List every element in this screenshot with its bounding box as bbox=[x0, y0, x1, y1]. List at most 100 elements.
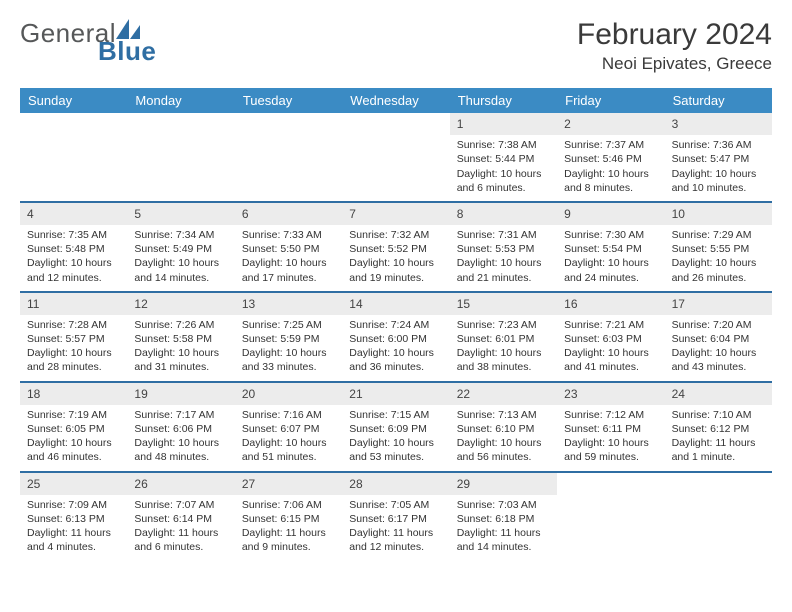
day-body: Sunrise: 7:25 AMSunset: 5:59 PMDaylight:… bbox=[235, 315, 342, 381]
sunrise-text: Sunrise: 7:12 AM bbox=[564, 408, 657, 422]
sunrise-text: Sunrise: 7:03 AM bbox=[457, 498, 550, 512]
day-body: Sunrise: 7:13 AMSunset: 6:10 PMDaylight:… bbox=[450, 405, 557, 471]
sunrise-text: Sunrise: 7:15 AM bbox=[349, 408, 442, 422]
day-number: 12 bbox=[127, 293, 234, 315]
day-body: Sunrise: 7:10 AMSunset: 6:12 PMDaylight:… bbox=[665, 405, 772, 471]
calendar-cell: 21Sunrise: 7:15 AMSunset: 6:09 PMDayligh… bbox=[342, 383, 449, 471]
sunrise-text: Sunrise: 7:13 AM bbox=[457, 408, 550, 422]
day-body: Sunrise: 7:26 AMSunset: 5:58 PMDaylight:… bbox=[127, 315, 234, 381]
sunset-text: Sunset: 6:00 PM bbox=[349, 332, 442, 346]
daylight-text: Daylight: 10 hours and 33 minutes. bbox=[242, 346, 335, 374]
calendar-cell: 24Sunrise: 7:10 AMSunset: 6:12 PMDayligh… bbox=[665, 383, 772, 471]
daylight-text: Daylight: 10 hours and 12 minutes. bbox=[27, 256, 120, 284]
sunset-text: Sunset: 5:50 PM bbox=[242, 242, 335, 256]
day-number bbox=[342, 113, 449, 119]
calendar: Sunday Monday Tuesday Wednesday Thursday… bbox=[20, 88, 772, 560]
daylight-text: Daylight: 10 hours and 31 minutes. bbox=[134, 346, 227, 374]
calendar-cell bbox=[557, 473, 664, 561]
day-body: Sunrise: 7:28 AMSunset: 5:57 PMDaylight:… bbox=[20, 315, 127, 381]
sunset-text: Sunset: 5:47 PM bbox=[672, 152, 765, 166]
day-body: Sunrise: 7:20 AMSunset: 6:04 PMDaylight:… bbox=[665, 315, 772, 381]
page-title: February 2024 bbox=[577, 18, 772, 52]
calendar-cell: 3Sunrise: 7:36 AMSunset: 5:47 PMDaylight… bbox=[665, 113, 772, 201]
day-number: 14 bbox=[342, 293, 449, 315]
calendar-cell: 25Sunrise: 7:09 AMSunset: 6:13 PMDayligh… bbox=[20, 473, 127, 561]
day-number: 18 bbox=[20, 383, 127, 405]
sunset-text: Sunset: 5:52 PM bbox=[349, 242, 442, 256]
calendar-cell: 18Sunrise: 7:19 AMSunset: 6:05 PMDayligh… bbox=[20, 383, 127, 471]
day-body: Sunrise: 7:33 AMSunset: 5:50 PMDaylight:… bbox=[235, 225, 342, 291]
calendar-cell: 6Sunrise: 7:33 AMSunset: 5:50 PMDaylight… bbox=[235, 203, 342, 291]
sunset-text: Sunset: 5:54 PM bbox=[564, 242, 657, 256]
calendar-cell: 26Sunrise: 7:07 AMSunset: 6:14 PMDayligh… bbox=[127, 473, 234, 561]
calendar-cell: 28Sunrise: 7:05 AMSunset: 6:17 PMDayligh… bbox=[342, 473, 449, 561]
calendar-cell: 29Sunrise: 7:03 AMSunset: 6:18 PMDayligh… bbox=[450, 473, 557, 561]
day-body: Sunrise: 7:34 AMSunset: 5:49 PMDaylight:… bbox=[127, 225, 234, 291]
day-body: Sunrise: 7:38 AMSunset: 5:44 PMDaylight:… bbox=[450, 135, 557, 201]
day-number: 6 bbox=[235, 203, 342, 225]
sunrise-text: Sunrise: 7:20 AM bbox=[672, 318, 765, 332]
daylight-text: Daylight: 10 hours and 19 minutes. bbox=[349, 256, 442, 284]
daylight-text: Daylight: 10 hours and 8 minutes. bbox=[564, 167, 657, 195]
sunrise-text: Sunrise: 7:32 AM bbox=[349, 228, 442, 242]
sunset-text: Sunset: 5:59 PM bbox=[242, 332, 335, 346]
day-body: Sunrise: 7:06 AMSunset: 6:15 PMDaylight:… bbox=[235, 495, 342, 561]
daylight-text: Daylight: 10 hours and 24 minutes. bbox=[564, 256, 657, 284]
day-number: 13 bbox=[235, 293, 342, 315]
calendar-body: 1Sunrise: 7:38 AMSunset: 5:44 PMDaylight… bbox=[20, 113, 772, 560]
dow-fri: Friday bbox=[557, 88, 664, 113]
day-number: 5 bbox=[127, 203, 234, 225]
day-body: Sunrise: 7:23 AMSunset: 6:01 PMDaylight:… bbox=[450, 315, 557, 381]
sunrise-text: Sunrise: 7:16 AM bbox=[242, 408, 335, 422]
sunset-text: Sunset: 6:03 PM bbox=[564, 332, 657, 346]
daylight-text: Daylight: 10 hours and 10 minutes. bbox=[672, 167, 765, 195]
daylight-text: Daylight: 10 hours and 51 minutes. bbox=[242, 436, 335, 464]
daylight-text: Daylight: 11 hours and 1 minute. bbox=[672, 436, 765, 464]
calendar-cell: 5Sunrise: 7:34 AMSunset: 5:49 PMDaylight… bbox=[127, 203, 234, 291]
sunrise-text: Sunrise: 7:28 AM bbox=[27, 318, 120, 332]
daylight-text: Daylight: 10 hours and 38 minutes. bbox=[457, 346, 550, 374]
calendar-cell: 17Sunrise: 7:20 AMSunset: 6:04 PMDayligh… bbox=[665, 293, 772, 381]
calendar-week: 18Sunrise: 7:19 AMSunset: 6:05 PMDayligh… bbox=[20, 383, 772, 473]
daylight-text: Daylight: 10 hours and 26 minutes. bbox=[672, 256, 765, 284]
calendar-cell bbox=[235, 113, 342, 201]
day-number: 22 bbox=[450, 383, 557, 405]
dow-tue: Tuesday bbox=[235, 88, 342, 113]
daylight-text: Daylight: 10 hours and 36 minutes. bbox=[349, 346, 442, 374]
sunrise-text: Sunrise: 7:09 AM bbox=[27, 498, 120, 512]
day-number: 19 bbox=[127, 383, 234, 405]
day-body: Sunrise: 7:15 AMSunset: 6:09 PMDaylight:… bbox=[342, 405, 449, 471]
calendar-cell: 12Sunrise: 7:26 AMSunset: 5:58 PMDayligh… bbox=[127, 293, 234, 381]
day-number: 4 bbox=[20, 203, 127, 225]
sunset-text: Sunset: 6:04 PM bbox=[672, 332, 765, 346]
sunrise-text: Sunrise: 7:35 AM bbox=[27, 228, 120, 242]
day-body: Sunrise: 7:17 AMSunset: 6:06 PMDaylight:… bbox=[127, 405, 234, 471]
daylight-text: Daylight: 10 hours and 53 minutes. bbox=[349, 436, 442, 464]
sunrise-text: Sunrise: 7:36 AM bbox=[672, 138, 765, 152]
daylight-text: Daylight: 10 hours and 43 minutes. bbox=[672, 346, 765, 374]
daylight-text: Daylight: 11 hours and 9 minutes. bbox=[242, 526, 335, 554]
daylight-text: Daylight: 10 hours and 28 minutes. bbox=[27, 346, 120, 374]
day-body: Sunrise: 7:36 AMSunset: 5:47 PMDaylight:… bbox=[665, 135, 772, 201]
calendar-cell: 22Sunrise: 7:13 AMSunset: 6:10 PMDayligh… bbox=[450, 383, 557, 471]
day-body: Sunrise: 7:30 AMSunset: 5:54 PMDaylight:… bbox=[557, 225, 664, 291]
calendar-cell: 13Sunrise: 7:25 AMSunset: 5:59 PMDayligh… bbox=[235, 293, 342, 381]
daylight-text: Daylight: 11 hours and 6 minutes. bbox=[134, 526, 227, 554]
dow-sat: Saturday bbox=[665, 88, 772, 113]
calendar-cell bbox=[127, 113, 234, 201]
sunset-text: Sunset: 5:58 PM bbox=[134, 332, 227, 346]
sunset-text: Sunset: 5:53 PM bbox=[457, 242, 550, 256]
sunrise-text: Sunrise: 7:24 AM bbox=[349, 318, 442, 332]
sunset-text: Sunset: 6:09 PM bbox=[349, 422, 442, 436]
day-body: Sunrise: 7:37 AMSunset: 5:46 PMDaylight:… bbox=[557, 135, 664, 201]
calendar-cell: 10Sunrise: 7:29 AMSunset: 5:55 PMDayligh… bbox=[665, 203, 772, 291]
sunset-text: Sunset: 6:14 PM bbox=[134, 512, 227, 526]
day-number: 7 bbox=[342, 203, 449, 225]
sunset-text: Sunset: 6:15 PM bbox=[242, 512, 335, 526]
calendar-cell bbox=[342, 113, 449, 201]
day-number: 24 bbox=[665, 383, 772, 405]
day-body: Sunrise: 7:03 AMSunset: 6:18 PMDaylight:… bbox=[450, 495, 557, 561]
day-number: 8 bbox=[450, 203, 557, 225]
calendar-week: 1Sunrise: 7:38 AMSunset: 5:44 PMDaylight… bbox=[20, 113, 772, 203]
calendar-cell: 7 Sunrise: 7:32 AMSunset: 5:52 PMDaylight… bbox=[342, 203, 449, 291]
